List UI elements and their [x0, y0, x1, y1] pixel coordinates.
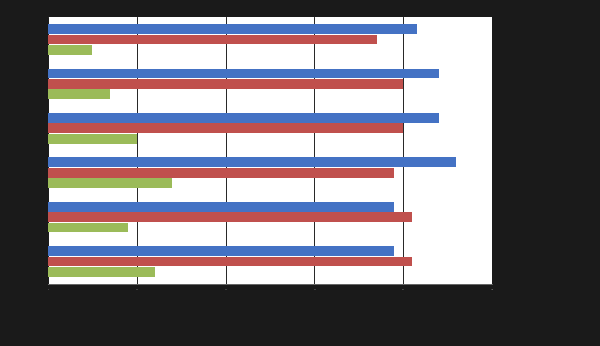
Bar	[48, 246, 394, 256]
Bar	[48, 35, 377, 44]
Bar	[48, 178, 172, 188]
Bar	[48, 113, 439, 123]
Bar	[48, 212, 412, 222]
Bar	[48, 168, 394, 177]
Bar	[48, 134, 137, 144]
Bar	[48, 257, 412, 266]
Bar	[48, 69, 439, 78]
Bar	[48, 45, 92, 55]
Bar	[48, 223, 128, 233]
Bar	[48, 157, 457, 167]
Bar	[48, 202, 394, 211]
Bar	[48, 79, 403, 89]
Bar	[48, 24, 416, 34]
Bar	[48, 124, 403, 133]
Bar	[48, 90, 110, 99]
Bar	[48, 267, 155, 277]
